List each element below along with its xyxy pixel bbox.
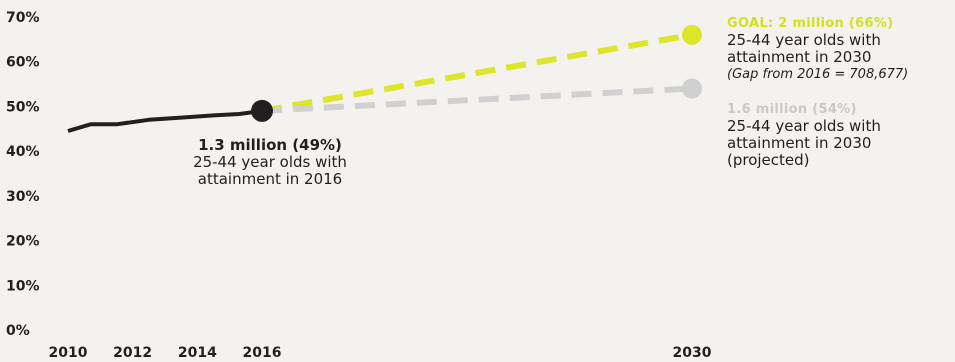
y-tick-label: 70%	[6, 10, 40, 26]
x-tick-label: 2030	[673, 345, 712, 361]
series-line-actual	[67, 108, 263, 133]
annotation-current-line2: attainment in 2016	[197, 170, 343, 188]
annotation-projected-line1: 25-44 year olds with	[727, 117, 881, 135]
annotation-goal: GOAL: 2 million (66%) 25-44 year olds wi…	[727, 15, 955, 83]
annotation-current: 1.3 million (49%) 25-44 year olds with a…	[160, 137, 380, 188]
marker-actual	[251, 99, 273, 122]
y-tick-label: 40%	[6, 144, 40, 160]
series-markers	[251, 24, 702, 122]
x-tick-label: 2014	[178, 345, 217, 361]
series-line-goal	[261, 31, 693, 114]
annotation-current-line1: 25-44 year olds with	[193, 153, 347, 171]
y-tick-label: 30%	[6, 189, 40, 205]
x-tick-label: 2012	[113, 345, 152, 361]
annotation-projected-line2: attainment in 2030	[727, 134, 872, 152]
marker-goal	[682, 24, 702, 45]
y-tick-label: 10%	[6, 278, 40, 294]
series-line-projected	[261, 85, 693, 114]
annotation-projected-line3: (projected)	[727, 151, 810, 169]
x-tick-label: 2016	[243, 345, 282, 361]
annotation-projected-headline: 1.6 million (54%)	[727, 102, 857, 117]
y-tick-label: 0%	[6, 323, 30, 339]
annotation-current-headline: 1.3 million (49%)	[198, 136, 342, 154]
y-tick-label: 60%	[6, 55, 40, 71]
annotation-goal-gap: (Gap from 2016 = 708,677)	[727, 67, 909, 82]
x-tick-label: 2010	[49, 345, 88, 361]
y-tick-label: 20%	[6, 234, 40, 250]
marker-projected	[682, 78, 702, 99]
annotation-goal-line2: attainment in 2030	[727, 48, 872, 66]
annotation-goal-line1: 25-44 year olds with	[727, 31, 881, 49]
annotation-goal-headline: GOAL: 2 million (66%)	[727, 16, 894, 31]
x-axis: 2010 2012 2014 2016 2030	[49, 345, 712, 361]
y-tick-label: 50%	[6, 99, 40, 115]
annotation-projected: 1.6 million (54%) 25-44 year olds with a…	[727, 101, 955, 169]
y-axis: 70% 60% 50% 40% 30% 20% 10% 0%	[6, 10, 40, 339]
series-lines	[67, 31, 693, 133]
